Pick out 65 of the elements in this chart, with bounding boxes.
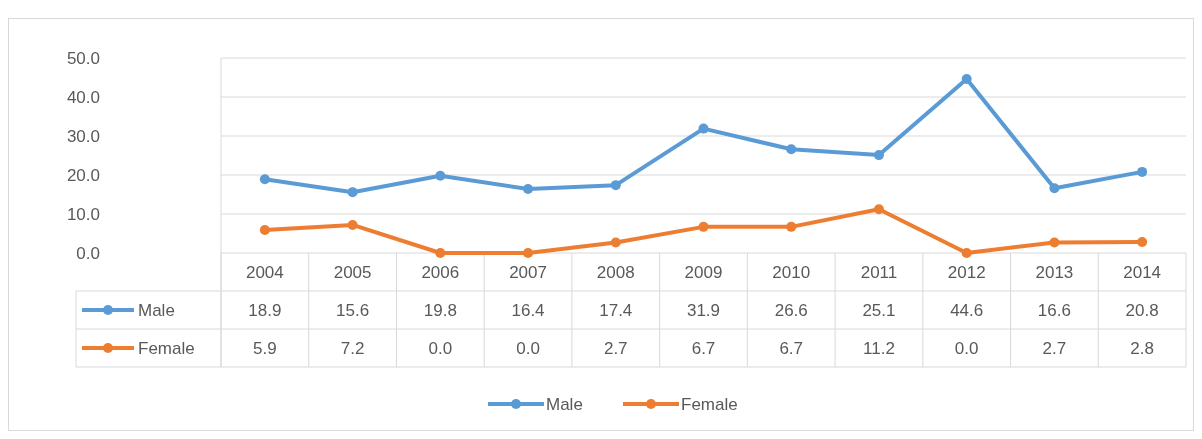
point (873, 150, 884, 161)
data-label: 15.6 (336, 300, 370, 320)
data-label: 11.2 (863, 338, 895, 358)
data-label: 26.6 (774, 300, 808, 320)
point (873, 204, 884, 215)
point (610, 180, 621, 191)
x-tick-label: 2013 (1035, 262, 1074, 282)
data-label: 18.9 (248, 300, 282, 320)
data-label: 2.7 (603, 338, 628, 358)
point (610, 237, 621, 248)
legend-label: Male (138, 300, 175, 320)
y-tick-label: 0.0 (76, 243, 100, 263)
data-label: 16.4 (511, 300, 545, 320)
point (259, 224, 270, 235)
point (786, 144, 797, 155)
point (786, 221, 797, 232)
x-tick-label: 2012 (947, 262, 986, 282)
x-tick-label: 2007 (509, 262, 547, 282)
legend-label: Female (138, 338, 195, 358)
data-label: 0.0 (954, 338, 979, 358)
x-tick-label: 2011 (860, 262, 898, 282)
y-tick-label: 40.0 (66, 87, 100, 107)
point (1137, 237, 1148, 248)
point (698, 221, 709, 232)
point (1137, 166, 1148, 177)
data-label: 0.0 (428, 338, 453, 358)
point (435, 248, 446, 258)
data-label: 6.7 (691, 338, 716, 358)
data-label: 2.7 (1042, 338, 1067, 358)
data-label: 17.4 (599, 300, 633, 320)
point (523, 184, 534, 195)
point (259, 174, 270, 185)
point (961, 74, 972, 85)
data-label: 20.8 (1125, 300, 1159, 320)
point (435, 170, 446, 181)
point (1049, 183, 1060, 194)
text: Female (681, 394, 738, 414)
y-tick-label: 20.0 (66, 165, 100, 185)
data-label: 0.0 (516, 338, 540, 358)
x-tick-label: 2008 (596, 262, 635, 282)
point (961, 248, 972, 258)
point (698, 123, 709, 134)
y-tick-label: 10.0 (66, 204, 100, 224)
data-label: 44.6 (950, 300, 984, 320)
x-tick-label: 2006 (421, 262, 460, 282)
data-label: 25.1 (862, 300, 896, 320)
point (1049, 237, 1060, 248)
x-tick-label: 2010 (772, 262, 811, 282)
data-label: 6.7 (779, 338, 804, 358)
point (523, 248, 534, 258)
point (347, 187, 358, 198)
y-tick-label: 50.0 (66, 48, 100, 68)
x-tick-label: 2014 (1123, 262, 1162, 282)
x-tick-label: 2005 (333, 262, 372, 282)
text: Male (546, 394, 583, 414)
data-label: 5.9 (253, 338, 277, 358)
data-label: 7.2 (340, 338, 365, 358)
x-tick-label: 2004 (245, 262, 284, 282)
data-label: 16.6 (1037, 300, 1071, 320)
data-label: 19.8 (423, 300, 457, 320)
point (347, 219, 358, 230)
x-tick-label: 2009 (684, 262, 723, 282)
data-label: 31.9 (686, 300, 721, 320)
y-tick-label: 30.0 (66, 126, 100, 146)
data-label: 2.8 (1130, 338, 1154, 358)
